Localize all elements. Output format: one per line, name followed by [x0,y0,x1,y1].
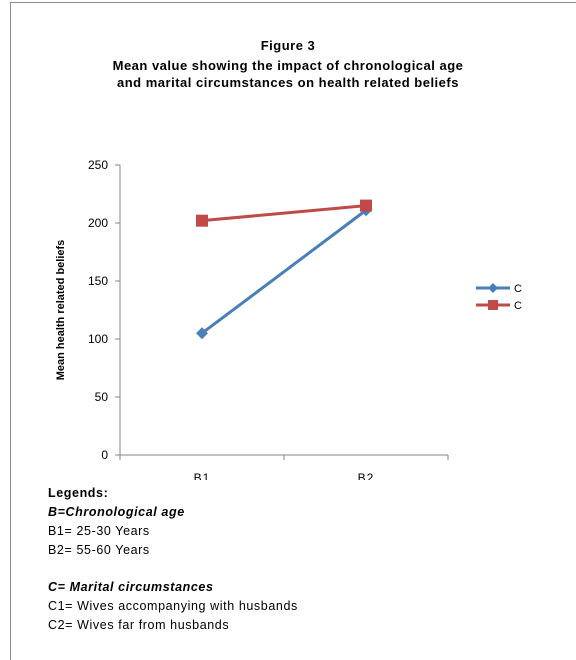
y-tick-label: 200 [88,216,108,230]
y-tick-label: 150 [88,274,108,288]
y-tick-label: 100 [88,332,108,346]
c1-legend: C1= Wives accompanying with husbands [48,599,298,613]
series-line-1 [201,209,367,335]
figure-frame [10,2,576,660]
legend-label-1: C [514,283,522,295]
y-tick-label: 50 [95,390,109,404]
x-tick-label-b1: B1 [194,471,211,480]
data-point-1-b1 [196,327,208,340]
b2-legend: B2= 55-60 Years [48,543,150,557]
chart-title-line-1: Mean value showing the impact of chronol… [112,58,464,73]
c2-legend: C2= Wives far from husbands [48,618,230,632]
y-tick-label: 250 [88,158,108,172]
line-chart: 0 50 100 150 200 250 B1 B2 Mean health related… [55,158,522,480]
legends-heading: Legends: [48,486,109,500]
data-point-2-b1 [196,214,208,227]
legends-block: Legends: B=Chronological age B1= 25-30 Y… [48,484,298,635]
y-axis-label: Mean health related beliefs [55,240,67,381]
chart-title-line-2: and marital circumstances on health rela… [117,75,459,90]
y-tick-label: 0 [101,448,108,462]
b1-legend: B1= 25-30 Years [48,524,150,538]
c-heading: C= Marital circumstances [48,580,214,594]
legend-label-2: C [514,300,522,312]
x-tick-label-b2: B2 [358,471,375,480]
series-line-2 [201,204,367,223]
data-point-2-b2 [360,199,372,212]
legend-marker-2 [488,300,498,310]
legend-marker-1 [488,283,498,293]
figure-number: Figure 3 [260,38,316,53]
b-heading: B=Chronological age [48,505,185,519]
